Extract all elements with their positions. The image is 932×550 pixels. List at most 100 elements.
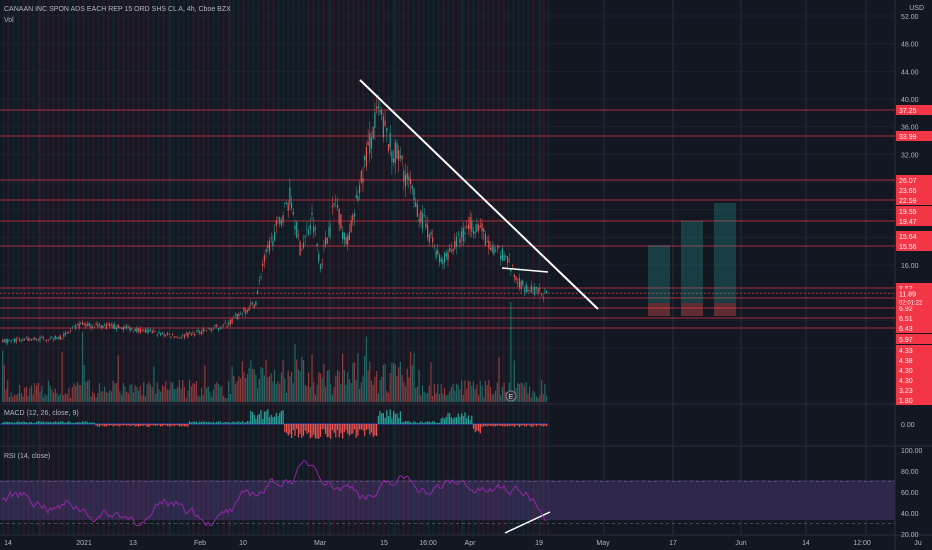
history-band: [542, 0, 545, 535]
candle-body: [5, 339, 7, 343]
time-axis[interactable]: 14 2021 13 Feb 10 Mar 15 16:00 Apr 19 May 17 Jun 14 12…: [4, 540, 922, 547]
macd-histogram-bar: [396, 413, 398, 424]
macd-histogram-bar: [428, 421, 430, 424]
volume-bar: [87, 380, 89, 402]
macd-histogram-bar: [544, 424, 546, 426]
volume-bar: [289, 376, 291, 402]
candle-body: [367, 142, 369, 146]
macd-histogram-bar: [121, 424, 123, 426]
volume-bar: [197, 395, 199, 402]
rsi-title[interactable]: RSI (14, close): [4, 453, 51, 460]
candle-body: [88, 322, 90, 327]
volume-bar: [30, 385, 33, 402]
macd-histogram-bar: [513, 424, 515, 427]
volume-bar: [498, 357, 500, 402]
level-badge-label: 15.64: [899, 234, 917, 241]
volume-bar: [165, 381, 167, 402]
history-band: [417, 0, 420, 535]
history-band: [412, 0, 415, 535]
candle-body: [32, 338, 34, 340]
macd-histogram-bar: [92, 422, 94, 424]
candle-body: [207, 327, 209, 329]
macd-histogram-bar: [119, 424, 121, 427]
macd-histogram-bar: [226, 422, 228, 424]
macd-histogram-bar: [144, 424, 146, 426]
candle-body: [311, 212, 313, 215]
macd-histogram-bar: [98, 424, 101, 427]
candle-body: [255, 301, 257, 306]
volume-bar: [325, 386, 327, 402]
macd-histogram-bar: [206, 422, 208, 424]
macd-histogram-bar: [136, 424, 138, 427]
candle-body: [138, 328, 140, 332]
macd-histogram-bar: [73, 422, 75, 424]
volume-bar: [306, 385, 308, 402]
macd-histogram-bar: [231, 421, 233, 424]
macd-histogram-bar: [229, 422, 231, 424]
macd-histogram-bar: [377, 415, 379, 424]
volume-bar: [496, 382, 498, 402]
level-badge: [896, 105, 932, 115]
candle-body: [221, 327, 223, 329]
macd-histogram-bar: [153, 424, 155, 426]
volume-bar: [53, 392, 55, 402]
macd-histogram-bar: [37, 421, 39, 424]
history-band: [87, 0, 90, 535]
macd-histogram-bar: [115, 424, 118, 426]
volume-bar: [70, 397, 72, 402]
macd-histogram-bar: [59, 421, 61, 424]
macd-title[interactable]: MACD (12, 26, close, 9): [4, 410, 79, 417]
macd-histogram-bar: [240, 422, 242, 424]
volume-bar: [282, 359, 284, 402]
volume-bar: [529, 386, 531, 402]
volume-bar: [398, 367, 400, 402]
candle-body: [401, 155, 403, 160]
macd-histogram-bar: [138, 424, 140, 427]
candle-body: [223, 324, 225, 325]
time-tick-label: 19: [535, 540, 543, 547]
candle-body: [260, 276, 262, 278]
downtrend-line: [359, 79, 599, 310]
volume-bar: [427, 392, 429, 402]
macd-histogram-bar: [318, 424, 320, 439]
candle-body: [39, 337, 41, 341]
time-tick-label: 15: [380, 540, 388, 547]
macd-histogram-bar: [384, 417, 386, 424]
macd-histogram-bar: [83, 422, 85, 424]
volume-bar: [166, 389, 169, 402]
support-line: [501, 267, 549, 273]
volume-bar: [285, 392, 288, 402]
history-band: [427, 0, 430, 535]
candle-body: [143, 329, 145, 331]
candle-body: [275, 220, 277, 226]
rsi-axis-tick: 20.00: [901, 532, 919, 539]
candle-body: [430, 232, 432, 235]
candle-body: [19, 339, 21, 342]
macd-histogram-bar: [326, 424, 328, 438]
volume-bar: [173, 389, 175, 402]
volume-bar: [416, 386, 418, 402]
macd-histogram-bar: [505, 424, 507, 427]
volume-bar: [207, 386, 209, 402]
candle-body: [245, 310, 247, 315]
macd-histogram-bar: [457, 413, 459, 424]
volume-bar: [450, 387, 452, 402]
symbol-title[interactable]: CANAAN INC SPON ADS EACH REP 15 ORD SHS …: [4, 6, 231, 13]
candle-body: [92, 327, 94, 328]
level-badge: [896, 206, 932, 216]
price-axis[interactable]: 37.25 33.99 26.07 23.65 22.59 19.55 19.47 15.64…: [896, 14, 932, 539]
candle-body: [352, 215, 354, 221]
macd-histogram-bar: [372, 424, 374, 437]
macd-histogram-bar: [313, 424, 315, 435]
candle-body: [166, 332, 169, 335]
macd-histogram-bar: [367, 424, 369, 430]
candle-body: [47, 339, 50, 341]
candle-body: [381, 110, 383, 115]
macd-histogram-bar: [22, 421, 24, 424]
volume-bar: [110, 391, 112, 402]
volume-label[interactable]: Vol: [4, 17, 14, 24]
candle-body: [107, 324, 109, 326]
volume-bar: [267, 377, 269, 402]
history-band: [467, 0, 470, 535]
